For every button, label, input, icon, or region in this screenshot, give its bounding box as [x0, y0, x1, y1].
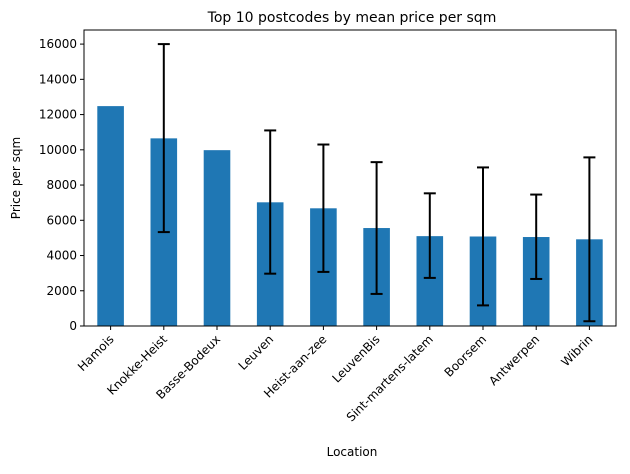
y-axis-label: Price per sqm	[9, 137, 23, 219]
y-tick-label: 12000	[39, 108, 77, 122]
x-tick-label-antwerpen: Antwerpen	[486, 332, 542, 388]
y-tick-label: 14000	[39, 72, 77, 86]
y-axis: 0 2000 4000 6000 8000 10000 12000 14000 16000	[39, 37, 84, 333]
y-tick-label: 0	[69, 319, 77, 333]
x-axis-label: Location	[327, 445, 378, 459]
error-bar-leuvenbis	[370, 161, 383, 295]
y-tick-label: 4000	[46, 249, 77, 263]
y-tick-label: 10000	[39, 143, 77, 157]
chart-title: Top 10 postcodes by mean price per sqm	[207, 10, 497, 26]
error-bar-leuven	[264, 129, 277, 275]
error-bar-boorsem	[477, 166, 489, 307]
error-bar-sint-martens-latem	[423, 192, 436, 279]
error-bars-layer	[157, 43, 596, 323]
x-tick-label-wibrin: Wibrin	[558, 332, 595, 369]
error-bar-wibrin	[583, 156, 596, 323]
error-bar-heist-aan-zee	[317, 143, 330, 273]
x-tick-label-sint-martens-latem: Sint-martens-latem	[344, 332, 436, 424]
x-tick-label-leuvenbis: LeuvenBis	[329, 332, 382, 385]
y-tick-label: 6000	[46, 213, 77, 227]
y-tick-label: 16000	[39, 37, 77, 51]
x-tick-label-leuven: Leuven	[236, 332, 277, 373]
y-tick-label: 8000	[46, 178, 77, 192]
error-bar-knokke-heist	[157, 43, 170, 234]
y-tick-label: 2000	[46, 284, 77, 298]
bar-basse-bodeux	[203, 150, 231, 326]
bar-hamois	[97, 106, 124, 326]
x-tick-label-boorsem: Boorsem	[442, 332, 490, 380]
error-bar-antwerpen	[530, 193, 543, 280]
x-tick-label-hamois: Hamois	[75, 332, 117, 374]
plot-frame	[83, 29, 617, 327]
bars-layer	[97, 106, 603, 326]
